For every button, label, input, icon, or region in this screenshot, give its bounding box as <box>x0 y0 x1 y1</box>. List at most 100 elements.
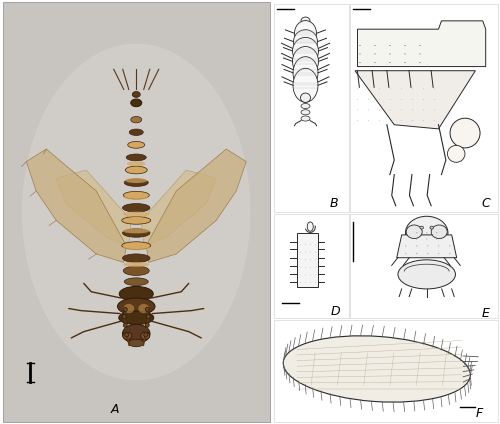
Ellipse shape <box>416 245 418 246</box>
Ellipse shape <box>22 44 250 380</box>
Polygon shape <box>358 21 486 67</box>
Ellipse shape <box>423 109 424 110</box>
Ellipse shape <box>412 88 413 89</box>
Ellipse shape <box>146 307 150 312</box>
Ellipse shape <box>406 216 448 249</box>
Ellipse shape <box>123 332 132 340</box>
Ellipse shape <box>434 120 435 121</box>
Ellipse shape <box>450 118 480 148</box>
Ellipse shape <box>301 110 310 115</box>
Ellipse shape <box>401 88 402 89</box>
Text: D: D <box>330 305 340 318</box>
Ellipse shape <box>122 229 150 237</box>
Ellipse shape <box>423 99 424 100</box>
Ellipse shape <box>420 226 424 229</box>
Ellipse shape <box>374 62 376 63</box>
Ellipse shape <box>412 109 413 110</box>
Ellipse shape <box>123 307 127 312</box>
Polygon shape <box>26 149 126 262</box>
Ellipse shape <box>300 275 301 276</box>
Ellipse shape <box>300 282 301 283</box>
Bar <box>274 4 349 212</box>
Ellipse shape <box>390 120 391 121</box>
Ellipse shape <box>404 53 406 54</box>
Ellipse shape <box>449 245 450 246</box>
Ellipse shape <box>123 323 127 327</box>
Polygon shape <box>56 170 131 245</box>
Ellipse shape <box>374 53 376 54</box>
Ellipse shape <box>310 244 311 245</box>
Ellipse shape <box>301 17 310 25</box>
Ellipse shape <box>302 23 309 28</box>
Ellipse shape <box>141 332 150 340</box>
Ellipse shape <box>430 226 434 229</box>
Ellipse shape <box>128 142 145 148</box>
Ellipse shape <box>426 232 428 233</box>
Ellipse shape <box>132 92 140 98</box>
Ellipse shape <box>368 109 369 110</box>
Ellipse shape <box>124 278 148 285</box>
Ellipse shape <box>406 225 422 239</box>
Ellipse shape <box>127 161 146 166</box>
Ellipse shape <box>293 57 318 89</box>
Bar <box>350 214 498 318</box>
Polygon shape <box>396 235 456 258</box>
Ellipse shape <box>122 242 151 249</box>
Ellipse shape <box>357 120 358 121</box>
Ellipse shape <box>305 259 306 260</box>
Ellipse shape <box>293 68 318 102</box>
Ellipse shape <box>379 88 380 89</box>
Ellipse shape <box>292 47 318 76</box>
Ellipse shape <box>305 282 306 283</box>
Ellipse shape <box>123 229 150 234</box>
Ellipse shape <box>405 253 406 254</box>
Ellipse shape <box>300 251 301 252</box>
Ellipse shape <box>146 323 150 327</box>
Ellipse shape <box>138 304 149 313</box>
Ellipse shape <box>123 304 134 313</box>
Ellipse shape <box>436 238 438 240</box>
Ellipse shape <box>412 99 413 100</box>
Ellipse shape <box>401 109 402 110</box>
Polygon shape <box>146 149 246 262</box>
Ellipse shape <box>379 120 380 121</box>
Ellipse shape <box>431 225 447 239</box>
Ellipse shape <box>305 275 306 276</box>
Ellipse shape <box>122 324 150 343</box>
Ellipse shape <box>125 333 129 337</box>
Ellipse shape <box>144 333 148 337</box>
Ellipse shape <box>310 259 311 260</box>
Ellipse shape <box>405 245 406 246</box>
Text: A: A <box>110 403 119 416</box>
Ellipse shape <box>305 267 306 268</box>
Bar <box>274 214 349 318</box>
Ellipse shape <box>357 109 358 110</box>
Text: B: B <box>330 197 338 210</box>
Ellipse shape <box>401 99 402 100</box>
Ellipse shape <box>448 145 465 162</box>
Ellipse shape <box>310 275 311 276</box>
Ellipse shape <box>404 45 406 46</box>
Text: C: C <box>482 197 490 210</box>
Ellipse shape <box>368 99 369 100</box>
Ellipse shape <box>412 120 413 121</box>
Ellipse shape <box>305 251 306 252</box>
Ellipse shape <box>123 212 150 217</box>
Ellipse shape <box>398 260 456 289</box>
Ellipse shape <box>292 37 318 64</box>
Ellipse shape <box>283 336 470 402</box>
Text: F: F <box>476 407 483 420</box>
Ellipse shape <box>300 259 301 260</box>
Ellipse shape <box>122 254 150 262</box>
Ellipse shape <box>438 253 440 254</box>
Bar <box>297 233 318 287</box>
Ellipse shape <box>131 99 142 107</box>
Ellipse shape <box>438 245 440 246</box>
Bar <box>274 320 498 422</box>
Ellipse shape <box>310 267 311 268</box>
Ellipse shape <box>125 166 147 174</box>
Ellipse shape <box>379 109 380 110</box>
Ellipse shape <box>416 232 418 233</box>
Ellipse shape <box>123 191 149 199</box>
Ellipse shape <box>423 88 424 89</box>
